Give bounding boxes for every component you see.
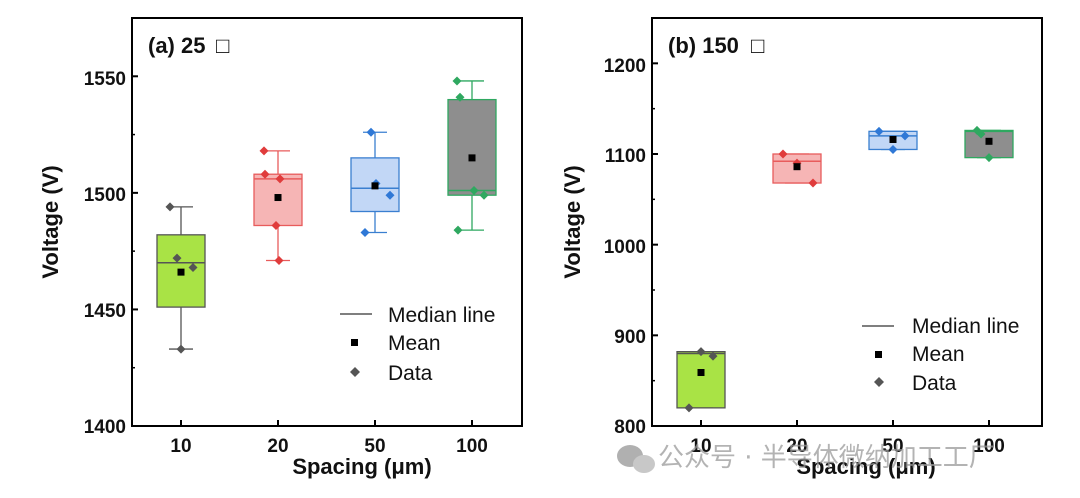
x-tick-label: 50 [364, 436, 385, 457]
watermark-text: 公众号 · 半导体微纳加工工厂 [658, 443, 995, 473]
y-axis-label-b: Voltage (V) [560, 165, 585, 278]
data-point [165, 202, 175, 212]
data-point [188, 262, 198, 272]
legend-mean-swatch [351, 339, 358, 346]
data-point [696, 347, 706, 357]
y-tick-label: 1200 [604, 56, 646, 77]
x-tick-label: 100 [456, 436, 488, 457]
data-point [808, 178, 818, 188]
y-tick-label: 800 [614, 417, 646, 438]
data-point [684, 403, 694, 413]
box-50 [350, 127, 400, 237]
data-point [172, 253, 182, 263]
data-point [385, 190, 395, 200]
legend-median-label: Median line [388, 304, 495, 327]
legend-b: Median line Mean Data [862, 315, 1019, 395]
data-point [260, 169, 270, 179]
mean-marker [177, 268, 185, 276]
data-point [259, 146, 269, 156]
y-tick-label: 900 [614, 327, 646, 348]
legend-data-swatch [350, 367, 360, 377]
x-tick-label: 20 [267, 436, 288, 457]
panel-b-title: (b) 150 [668, 33, 739, 58]
panel-b: (b) 150 □ Spacing (μm) Voltage (V) 800 9… [560, 17, 1043, 479]
x-axis-label-b: Spacing (μm) [796, 454, 935, 479]
data-point [888, 144, 898, 154]
data-point [900, 131, 910, 141]
mean-marker [697, 369, 705, 377]
y-tick-label: 1100 [605, 146, 646, 167]
box-20 [253, 146, 303, 265]
y-tick-label: 1000 [604, 237, 646, 258]
legend-mean-label: Mean [388, 332, 441, 355]
x-tick-label: 20 [786, 436, 807, 457]
plot-frame-a [131, 17, 523, 427]
data-point [874, 126, 884, 136]
y-tick-label: 1450 [84, 301, 126, 322]
legend-a: Median line Mean Data [340, 304, 495, 385]
data-point [976, 129, 986, 139]
data-point [479, 190, 489, 200]
panel-a-title-symbol: □ [216, 33, 229, 58]
data-point [984, 153, 994, 163]
box-100 [964, 125, 1014, 163]
data-point [271, 220, 281, 230]
x-tick-label: 100 [973, 436, 1005, 457]
x-axis-label-a: Spacing (μm) [292, 454, 431, 479]
mean-marker [274, 194, 282, 202]
box-body [676, 351, 726, 409]
data-point [360, 227, 370, 237]
data-point [176, 344, 186, 354]
mean-marker [889, 135, 897, 143]
data-point [453, 225, 463, 235]
box-10 [676, 347, 726, 413]
legend-mean-swatch [875, 351, 882, 358]
mean-marker [468, 154, 476, 162]
mean-marker [793, 163, 801, 171]
y-tick-label: 1550 [84, 69, 126, 90]
panel-a: (a) 25 □ Spacing (μm) Voltage (V) 1400 1… [38, 17, 523, 479]
data-point [452, 76, 462, 86]
legend-mean-label: Mean [912, 343, 965, 366]
box-100 [447, 76, 497, 235]
legend-data-label: Data [912, 372, 957, 395]
y-tick-label: 1400 [84, 417, 126, 438]
data-point [366, 127, 376, 137]
box-20 [772, 149, 822, 188]
panel-a-title: (a) 25 [148, 33, 205, 58]
data-point [275, 174, 285, 184]
data-point [469, 186, 479, 196]
legend-median-label: Median line [912, 315, 1019, 338]
data-point [455, 92, 465, 102]
panel-b-title-symbol: □ [751, 33, 764, 58]
mean-marker [371, 182, 379, 190]
legend-data-swatch [874, 377, 884, 387]
x-tick-label: 10 [170, 436, 191, 457]
box-body [447, 98, 497, 196]
data-point [708, 351, 718, 361]
legend-data-label: Data [388, 362, 433, 385]
box-10 [156, 202, 206, 354]
box-50 [868, 126, 918, 154]
y-tick-label: 1500 [84, 185, 126, 206]
data-point [274, 255, 284, 265]
plot-frame-b [651, 17, 1043, 427]
y-axis-label-a: Voltage (V) [38, 165, 63, 278]
wechat-icon [617, 445, 655, 473]
x-tick-label: 10 [690, 436, 711, 457]
mean-marker [985, 137, 993, 145]
x-tick-label: 50 [882, 436, 903, 457]
data-point [778, 149, 788, 159]
watermark: 公众号 · 半导体微纳加工工厂 [617, 443, 995, 473]
